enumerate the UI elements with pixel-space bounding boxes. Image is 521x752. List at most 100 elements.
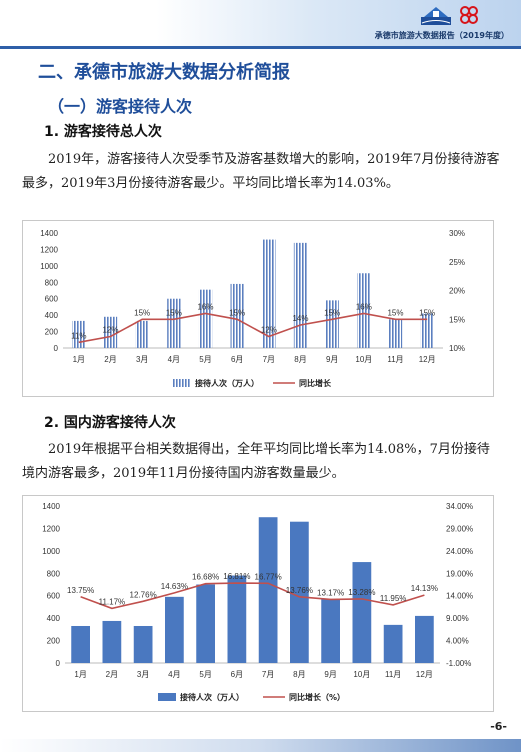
c1-bar	[165, 596, 184, 663]
c0-data-label: 11%	[71, 331, 86, 340]
c1-data-label: 11.17%	[99, 597, 126, 606]
c1-growth-line	[80, 582, 425, 610]
c1-y2-tick-label: 29.00%	[446, 524, 473, 533]
c0-data-label: 12%	[261, 326, 277, 335]
c1-bar	[196, 584, 215, 663]
c1-x-tick-label: 1月	[74, 670, 86, 679]
c1-x-tick-label: 12月	[416, 670, 433, 679]
c1-data-label: 14.13%	[411, 584, 438, 593]
c0-y2-tick-label: 20%	[449, 287, 465, 296]
c0-data-label: 14%	[292, 314, 308, 323]
item2-paragraph: 2019年根据平台相关数据得出，全年平均同比增长率为14.08%，7月份接待境内…	[22, 442, 490, 481]
c1-legend-bar-swatch	[158, 693, 176, 701]
c0-x-tick-label: 6月	[231, 355, 243, 364]
c1-data-label: 12.76%	[130, 590, 157, 599]
c0-x-tick-label: 8月	[294, 355, 306, 364]
c0-bar	[420, 313, 434, 348]
c0-y-tick-label: 200	[45, 328, 59, 337]
c0-y-tick-label: 600	[45, 295, 59, 304]
c1-y2-tick-label: 9.00%	[446, 614, 469, 623]
c0-bar	[103, 316, 118, 348]
c0-x-tick-label: 11月	[387, 355, 403, 364]
c1-bar	[290, 521, 309, 663]
c0-data-label: 16%	[197, 303, 213, 312]
c0-data-label: 15%	[419, 308, 435, 317]
c1-legend-line-label: 同比增长（%）	[289, 692, 345, 702]
c0-bar	[388, 319, 403, 348]
subsection-title: （一）游客接待人次	[48, 97, 193, 116]
c1-data-label: 16.77%	[255, 572, 282, 581]
china-unicom-logo-icon	[460, 6, 478, 24]
chart-domestic-visitors-svg: 0 200 400 600 800 1000 1200 1400 -1.00% 4.00% 9.00…	[42, 502, 473, 702]
c0-legend-line-label: 同比增长	[299, 378, 332, 388]
c1-y-tick-label: 600	[47, 592, 61, 601]
c0-data-label: 15%	[324, 308, 340, 317]
c0-x-tick-label: 12月	[419, 355, 436, 364]
c0-legend-bar-label: 接待人次（万人）	[195, 378, 259, 388]
c1-x-tick-label: 10月	[353, 670, 370, 679]
c1-y2-tick-label: 24.00%	[446, 547, 473, 556]
c1-y-tick-label: 1200	[42, 524, 60, 533]
c0-x-tick-label: 10月	[355, 355, 372, 364]
c1-x-tick-label: 6月	[231, 670, 243, 679]
c0-x-tick-label: 7月	[263, 355, 275, 364]
c1-bar	[71, 625, 90, 663]
c1-y2-tick-label: -1.00%	[446, 659, 471, 668]
c0-legend-bar-swatch	[173, 379, 191, 387]
c0-y-tick-label: 0	[54, 344, 59, 353]
c1-y-tick-label: 1000	[42, 547, 60, 556]
chart-total-visitors-svg: 0 200 400 600 800 1000 1200 1400 10% 15% 20% 25% 30%…	[40, 229, 465, 388]
c1-y-tick-label: 0	[56, 659, 61, 668]
c1-data-label: 13.28%	[348, 588, 375, 597]
item1-paragraph: 2019年，游客接待人次受季节及游客基数增大的影响，2019年7月份接待游客最多…	[22, 152, 500, 191]
c0-bar	[167, 298, 181, 348]
c1-x-tick-label: 3月	[137, 670, 149, 679]
c1-y-tick-label: 200	[47, 637, 61, 646]
c1-data-label: 16.68%	[192, 573, 219, 582]
c0-y-tick-label: 1400	[40, 229, 58, 238]
c1-bar	[352, 562, 372, 663]
footer-band	[0, 739, 521, 752]
c0-bar	[262, 239, 276, 348]
c1-legend-bar-label: 接待人次（万人）	[180, 692, 244, 702]
c0-bar	[325, 300, 339, 348]
c0-bar	[135, 320, 149, 348]
c1-data-label: 16.81%	[223, 572, 250, 581]
c0-x-tick-label: 1月	[73, 355, 85, 364]
c1-x-tick-label: 4月	[168, 670, 180, 679]
c1-data-label: 13.75%	[67, 586, 94, 595]
c1-data-label: 13.76%	[286, 586, 313, 595]
c1-bar	[415, 615, 434, 663]
c0-data-label: 12%	[102, 326, 118, 335]
c1-x-tick-label: 5月	[199, 670, 211, 679]
c0-y-tick-label: 800	[45, 278, 59, 287]
c1-data-label: 13.17%	[317, 588, 344, 597]
c1-x-tick-label: 9月	[324, 670, 336, 679]
c1-data-label: 14.63%	[161, 582, 188, 591]
c0-x-tick-label: 9月	[326, 355, 338, 364]
page-header: 承德市旅游大数据报告（2019年度）	[0, 0, 521, 46]
c0-bar	[198, 289, 213, 348]
header-divider	[0, 46, 521, 49]
chart-total-visitors: 0 200 400 600 800 1000 1200 1400 10% 15% 20% 25% 30%…	[22, 220, 494, 397]
c1-y-tick-label: 400	[47, 614, 61, 623]
c0-y2-tick-label: 15%	[449, 315, 465, 324]
c0-x-tick-label: 5月	[199, 355, 211, 364]
c0-y-tick-label: 400	[45, 311, 59, 320]
c1-bar	[227, 575, 247, 663]
c1-x-tick-label: 7月	[262, 670, 274, 679]
c1-y-tick-label: 1400	[42, 502, 60, 511]
c1-y2-tick-label: 14.00%	[446, 592, 473, 601]
c1-y2-tick-label: 4.00%	[446, 637, 469, 646]
section-title: 二、承德市旅游大数据分析简报	[38, 62, 290, 83]
c0-data-label: 15%	[387, 308, 403, 317]
c1-bar	[321, 599, 340, 663]
c0-x-tick-label: 4月	[168, 355, 180, 364]
c0-x-tick-label: 3月	[136, 355, 148, 364]
c0-bar	[293, 242, 308, 348]
c0-data-label: 16%	[356, 303, 372, 312]
c1-y2-tick-label: 19.00%	[446, 569, 473, 578]
chart-domestic-visitors: 0 200 400 600 800 1000 1200 1400 -1.00% 4.00% 9.00…	[22, 495, 494, 712]
c0-x-tick-label: 2月	[104, 355, 116, 364]
c1-x-tick-label: 8月	[293, 670, 305, 679]
